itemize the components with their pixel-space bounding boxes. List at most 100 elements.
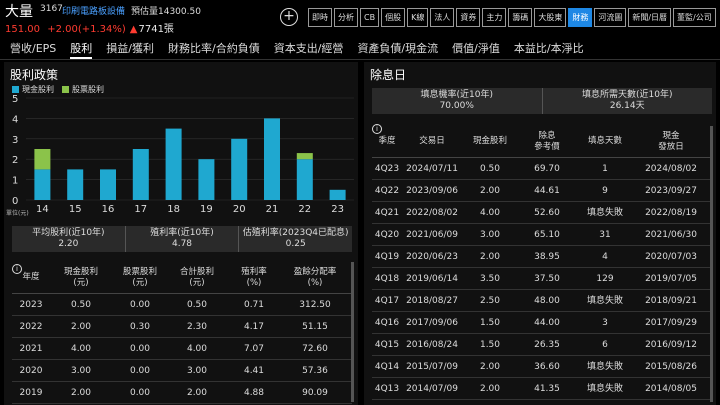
top-tab[interactable]: 大股東: [534, 8, 567, 27]
table-cell: 52.60: [534, 208, 560, 218]
top-tab[interactable]: 籌碼: [508, 8, 533, 27]
table-row: 4Q18 2019/06/14 3.50 37.50 129 2019/07/05: [372, 268, 712, 290]
top-tab[interactable]: CB: [360, 8, 380, 27]
column-header[interactable]: 年度: [22, 272, 40, 282]
bar-cash: [296, 159, 313, 200]
top-tab[interactable]: 董監/公司: [673, 8, 716, 27]
column-header[interactable]: 現金股利: [472, 136, 507, 146]
table-cell: 6: [602, 340, 608, 350]
table-cell: 填息失敗: [586, 362, 623, 372]
sub-tab[interactable]: 資本支出/經營: [273, 42, 344, 55]
dividend-policy-panel: 股利政策 現金股利 股票股利 0 1 2 3 4 5 14 15 16 17 18 19 20 21 22 2…: [4, 62, 358, 405]
table-cell: 4Q18: [374, 274, 400, 284]
table-row: 4Q16 2017/09/06 1.50 44.00 3 2017/09/29: [372, 312, 712, 334]
table-cell: 57.36: [302, 366, 328, 376]
table-cell: 44.00: [534, 318, 560, 328]
table-cell: 1.50: [479, 340, 501, 350]
y-tick-label: 4: [12, 114, 18, 125]
summary-yield: 殖利率(近10年) 4.78: [126, 226, 240, 252]
top-tab[interactable]: 分析: [334, 8, 358, 27]
table-cell: 36.60: [534, 362, 560, 372]
top-tab[interactable]: 主力: [482, 8, 507, 27]
column-header[interactable]: 季度: [378, 136, 396, 146]
table-cell: 2015/07/09: [406, 362, 458, 372]
table-cell: 7.07: [243, 344, 265, 354]
table-cell: 3.00: [479, 230, 501, 240]
sub-tab[interactable]: 本益比/本淨比: [513, 42, 584, 55]
table-cell: 48.00: [534, 296, 560, 306]
top-tab-bar: 即時 分析 CB 個股 K線 法人 資券 主力 籌碼 大股東 財務 河流圖 新聞/日曆 董監/公司: [308, 8, 718, 27]
column-header[interactable]: 填息天數: [587, 136, 622, 146]
x-tick-label: 16: [102, 204, 115, 215]
legend-stock: 股票股利: [62, 84, 104, 95]
table-cell: 69.70: [534, 164, 560, 174]
bar-cash: [165, 128, 182, 200]
table-cell: 2021/06/30: [645, 230, 697, 240]
sub-tab[interactable]: 財務比率/合約負債: [168, 42, 260, 55]
top-tab[interactable]: K線: [407, 8, 429, 27]
y-tick-label: 0: [12, 196, 18, 207]
table-cell: 4.00: [479, 208, 501, 218]
column-header[interactable]: 現金 發放日: [658, 130, 684, 152]
sub-tab[interactable]: 營收/EPS: [10, 42, 57, 55]
column-header[interactable]: 盈餘分配率 (%): [293, 266, 337, 288]
sub-tab[interactable]: 資產負債/現金流: [357, 42, 439, 55]
bar-cash: [329, 189, 346, 200]
scrollbar[interactable]: [351, 262, 354, 402]
column-header[interactable]: 現金股利 (元): [63, 266, 98, 288]
y-tick-label: 5: [12, 94, 18, 105]
top-tab[interactable]: 河流圖: [594, 8, 627, 27]
column-header[interactable]: 合計股利 (元): [179, 266, 214, 288]
bar-stock: [34, 149, 51, 170]
stat-label: 填息所需天數(近10年): [582, 90, 673, 100]
top-tab[interactable]: 資券: [456, 8, 481, 27]
column-header[interactable]: 殖利率 (%): [241, 266, 267, 288]
table-row: 4Q20 2021/06/09 3.00 65.10 31 2021/06/30: [372, 224, 712, 246]
x-tick-label: 23: [331, 204, 344, 215]
top-tab[interactable]: 即時: [308, 8, 332, 27]
info-icon[interactable]: i: [12, 264, 22, 274]
column-header[interactable]: 交易日: [419, 136, 445, 146]
table-cell: 2019/06/14: [406, 274, 458, 284]
x-tick-label: 15: [69, 204, 82, 215]
table-cell: 72.60: [302, 344, 328, 354]
table-cell: 65.10: [534, 230, 560, 240]
sub-tab[interactable]: 損益/獲利: [106, 42, 154, 55]
top-tab[interactable]: 新聞/日曆: [628, 8, 672, 27]
table-row: 4Q14 2015/07/09 2.00 36.60 填息失敗 2015/08/26: [372, 356, 712, 378]
trade-volume: 7741張: [138, 24, 174, 35]
table-cell: 4Q14: [374, 362, 400, 372]
table-cell: 2024/07/11: [406, 164, 458, 174]
table-cell: 0.00: [129, 344, 151, 354]
table-cell: 90.09: [302, 388, 328, 398]
top-tab[interactable]: 法人: [430, 8, 455, 27]
top-tab[interactable]: 財務: [568, 8, 593, 27]
top-tab[interactable]: 個股: [381, 8, 406, 27]
table-cell: 4.17: [243, 322, 265, 332]
table-row: 4Q23 2024/07/11 0.50 69.70 1 2024/08/02: [372, 158, 712, 180]
sub-tab[interactable]: 價值/淨值: [452, 42, 500, 55]
column-header[interactable]: 除息 參考價: [534, 130, 560, 152]
info-icon[interactable]: i: [372, 124, 382, 134]
table-cell: 4.41: [243, 366, 265, 376]
table-cell: 2018/08/27: [406, 296, 458, 306]
table-cell: 2022: [19, 322, 43, 332]
table-cell: 2.30: [186, 322, 208, 332]
summary-value: 2.20: [58, 239, 79, 249]
table-cell: 2017/09/29: [645, 318, 697, 328]
sub-tab[interactable]: 股利: [70, 40, 93, 59]
table-cell: 填息失敗: [586, 296, 623, 306]
table-cell: 44.61: [534, 186, 560, 196]
column-header[interactable]: 股票股利 (元): [122, 266, 157, 288]
table-cell: 2.00: [479, 186, 501, 196]
table-cell: 2022/08/02: [406, 208, 458, 218]
summary-avg-dividend: 平均股利(近10年) 2.20: [12, 226, 126, 252]
table-cell: 1: [602, 164, 608, 174]
scrollbar[interactable]: [710, 126, 713, 402]
bar-stock: [296, 153, 313, 160]
add-watchlist-button[interactable]: +: [280, 8, 298, 26]
table-cell: 0.50: [479, 164, 501, 174]
stock-industry-link[interactable]: 印刷電路板設備: [62, 7, 126, 17]
stat-label: 填息機率(近10年): [420, 90, 493, 100]
table-cell: 2016/08/24: [406, 340, 458, 350]
